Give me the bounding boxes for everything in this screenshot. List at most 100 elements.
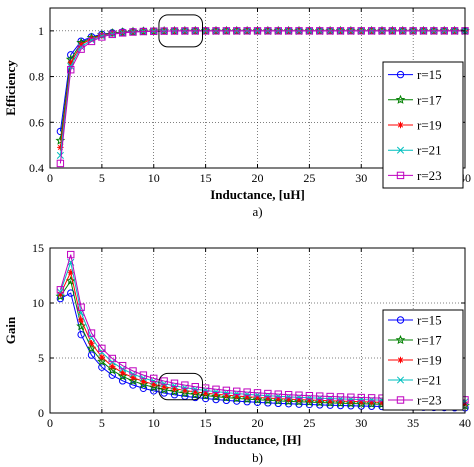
data-point-x bbox=[77, 43, 85, 51]
legend-entry: r=17 bbox=[388, 333, 442, 348]
data-point-square bbox=[181, 381, 189, 389]
legend-label: r=21 bbox=[417, 373, 442, 388]
data-point-square bbox=[129, 367, 137, 375]
data-point-circle bbox=[77, 330, 85, 339]
x-tick-label: 30 bbox=[355, 416, 367, 430]
data-point-asterisk bbox=[77, 316, 85, 324]
data-point-star bbox=[395, 94, 406, 104]
data-point-square bbox=[139, 371, 148, 379]
data-point-square bbox=[367, 27, 376, 35]
data-point-star bbox=[107, 365, 118, 375]
data-point-asterisk bbox=[98, 32, 106, 39]
x-tick-label: 30 bbox=[355, 171, 367, 185]
data-point-x bbox=[56, 151, 64, 159]
data-point-asterisk bbox=[316, 397, 323, 404]
x-tick-label: 20 bbox=[252, 416, 264, 430]
data-point-asterisk bbox=[192, 388, 199, 396]
data-point-asterisk bbox=[212, 391, 220, 398]
data-point-circle bbox=[129, 381, 137, 389]
legend: r=15 r=17 r=19 r=21 r=23 bbox=[382, 309, 464, 411]
legend-entry: r=23 bbox=[388, 393, 442, 408]
data-point-circle bbox=[98, 363, 106, 371]
data-point-square bbox=[56, 286, 65, 294]
legend-entry: r=15 bbox=[388, 313, 442, 328]
x-tick-label: 0 bbox=[47, 171, 53, 185]
data-point-square bbox=[67, 66, 75, 74]
data-point-asterisk bbox=[119, 369, 126, 376]
data-point-asterisk bbox=[171, 385, 178, 392]
x-tick-label: 10 bbox=[148, 416, 160, 430]
highlight-box bbox=[158, 372, 204, 401]
x-axis-label: Inductance, [H] bbox=[214, 432, 301, 447]
data-point-asterisk bbox=[67, 269, 74, 276]
legend-entry: r=19 bbox=[388, 118, 442, 133]
data-point-square bbox=[336, 27, 345, 35]
legend-entry: r=21 bbox=[388, 143, 442, 158]
x-tick-label: 15 bbox=[200, 171, 212, 185]
y-axis-label: Gain bbox=[3, 316, 18, 344]
data-point-square bbox=[77, 303, 85, 311]
data-point-square bbox=[56, 159, 65, 168]
data-point-square bbox=[181, 27, 189, 35]
data-point-square bbox=[233, 387, 241, 395]
data-point-square bbox=[118, 361, 127, 370]
data-point-square bbox=[396, 171, 405, 180]
data-point-star bbox=[231, 393, 242, 403]
legend-label: r=15 bbox=[417, 67, 442, 82]
data-point-asterisk bbox=[295, 396, 303, 403]
data-point-square bbox=[222, 27, 231, 35]
data-point-square bbox=[87, 37, 96, 46]
data-point-square bbox=[108, 354, 116, 363]
data-point-asterisk bbox=[140, 378, 147, 385]
y-axis-label: Efficiency bbox=[3, 60, 18, 116]
data-point-square bbox=[305, 391, 314, 400]
x-axis-label: Inductance, [uH] bbox=[210, 187, 305, 202]
data-point-x bbox=[396, 146, 405, 154]
data-point-circle bbox=[396, 316, 405, 324]
legend-label: r=19 bbox=[417, 118, 442, 133]
data-point-star bbox=[97, 356, 107, 366]
x-tick-label: 40 bbox=[459, 416, 471, 430]
data-point-asterisk bbox=[337, 397, 344, 405]
y-tick-label: 0 bbox=[38, 406, 44, 420]
data-point-star bbox=[138, 379, 149, 389]
data-point-square bbox=[284, 391, 293, 399]
data-point-asterisk bbox=[306, 396, 313, 404]
y-tick-label: 1 bbox=[38, 24, 44, 38]
data-point-square bbox=[87, 329, 96, 337]
legend-entry: r=21 bbox=[388, 373, 442, 388]
y-tick-label: 10 bbox=[32, 296, 44, 310]
data-point-square bbox=[212, 385, 220, 393]
highlight-box bbox=[158, 14, 204, 48]
data-point-square bbox=[430, 27, 438, 35]
y-tick-label: 0.4 bbox=[29, 161, 44, 175]
legend-label: r=17 bbox=[417, 333, 442, 348]
data-point-asterisk bbox=[326, 397, 334, 404]
data-point-square bbox=[450, 27, 459, 35]
data-point-square bbox=[347, 393, 355, 401]
legend-label: r=17 bbox=[417, 92, 442, 107]
data-point-asterisk bbox=[275, 395, 282, 402]
data-point-square bbox=[170, 27, 179, 35]
data-point-asterisk bbox=[57, 144, 64, 151]
data-point-asterisk bbox=[264, 394, 272, 402]
legend-label: r=15 bbox=[417, 313, 442, 328]
data-point-square bbox=[378, 27, 386, 35]
legend-entry: r=19 bbox=[388, 353, 442, 368]
grid bbox=[50, 248, 465, 413]
data-point-square bbox=[347, 27, 355, 35]
data-point-star bbox=[159, 384, 169, 394]
series-line bbox=[59, 30, 465, 164]
data-point-square bbox=[316, 27, 324, 35]
data-point-square bbox=[284, 27, 293, 35]
legend-label: r=23 bbox=[417, 393, 442, 408]
y-tick-label: 0.6 bbox=[29, 115, 44, 129]
data-point-square bbox=[118, 29, 127, 37]
data-point-square bbox=[295, 391, 303, 399]
data-point-asterisk bbox=[129, 374, 137, 381]
legend-entry: r=15 bbox=[388, 67, 442, 82]
data-point-square bbox=[336, 393, 345, 401]
data-point-square bbox=[264, 27, 272, 35]
data-point-square bbox=[399, 27, 407, 35]
